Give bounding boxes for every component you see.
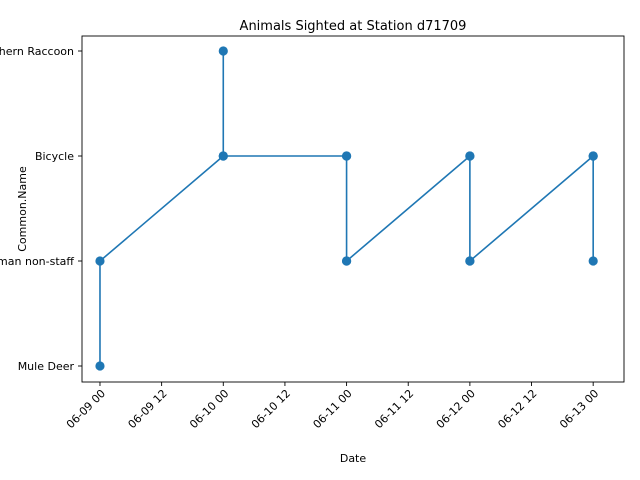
y-tick-label: Mule Deer [18, 360, 75, 373]
data-point [95, 256, 105, 266]
data-point [588, 151, 598, 161]
data-point [465, 256, 475, 266]
y-tick-label: Human non-staff [0, 255, 74, 268]
x-tick-label: 06-12 00 [434, 387, 478, 431]
x-tick-label: 06-12 12 [495, 387, 539, 431]
data-point [341, 256, 352, 266]
series-line [99, 50, 594, 366]
y-axis-label: Common.Name [16, 166, 29, 252]
y-axis: Mule Deer Human non-staff Bicycle Northern … [0, 45, 82, 373]
x-tick-label: 06-11 12 [372, 387, 416, 431]
data-point [95, 361, 105, 371]
series-layer [95, 46, 598, 371]
data-point [218, 46, 228, 56]
x-tick-label: 06-09 00 [64, 387, 108, 431]
plot-area [81, 35, 625, 383]
data-point [465, 151, 475, 161]
x-tick-label: 06-11 00 [311, 387, 355, 431]
x-tick-label: 06-10 00 [187, 387, 231, 431]
y-tick-label: Bicycle [35, 150, 74, 163]
plot-frame [81, 35, 625, 383]
x-tick-label: 06-10 12 [249, 387, 293, 431]
data-point [341, 151, 352, 161]
data-point [218, 151, 228, 161]
y-tick-label: Northern Raccoon [0, 45, 74, 58]
x-tick-label: 06-09 12 [126, 387, 170, 431]
chart-title: Animals Sighted at Station d71709 [240, 19, 467, 34]
x-axis-label: Date [340, 452, 367, 465]
x-axis: 06-09 00 06-09 12 06-10 00 06-10 12 06-11 00… [64, 382, 601, 431]
x-tick-label: 06-13 00 [557, 387, 601, 431]
data-point [588, 256, 598, 266]
